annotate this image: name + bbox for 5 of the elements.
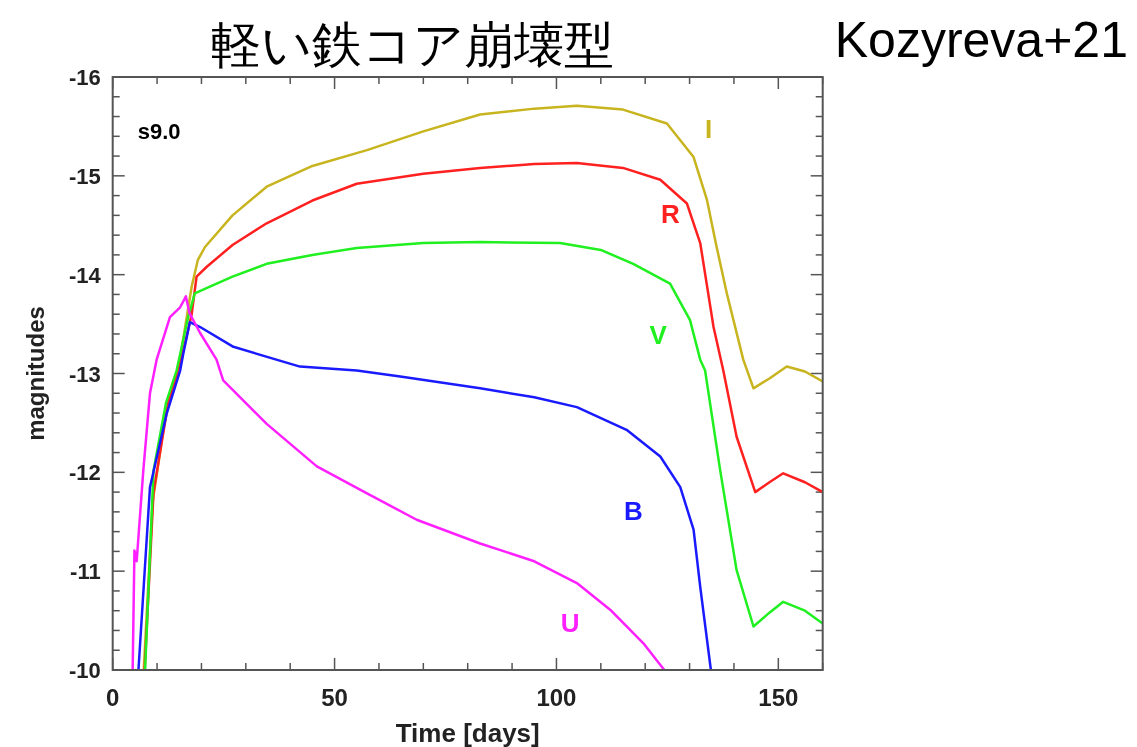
ylabel: magnitudes xyxy=(22,306,49,441)
annotation: s9.0 xyxy=(137,119,181,144)
title: 軽い鉄コア崩壊型 xyxy=(210,17,614,73)
subtitle: Kozyreva+21 xyxy=(834,12,1128,68)
xlabel: Time [days] xyxy=(395,718,540,747)
